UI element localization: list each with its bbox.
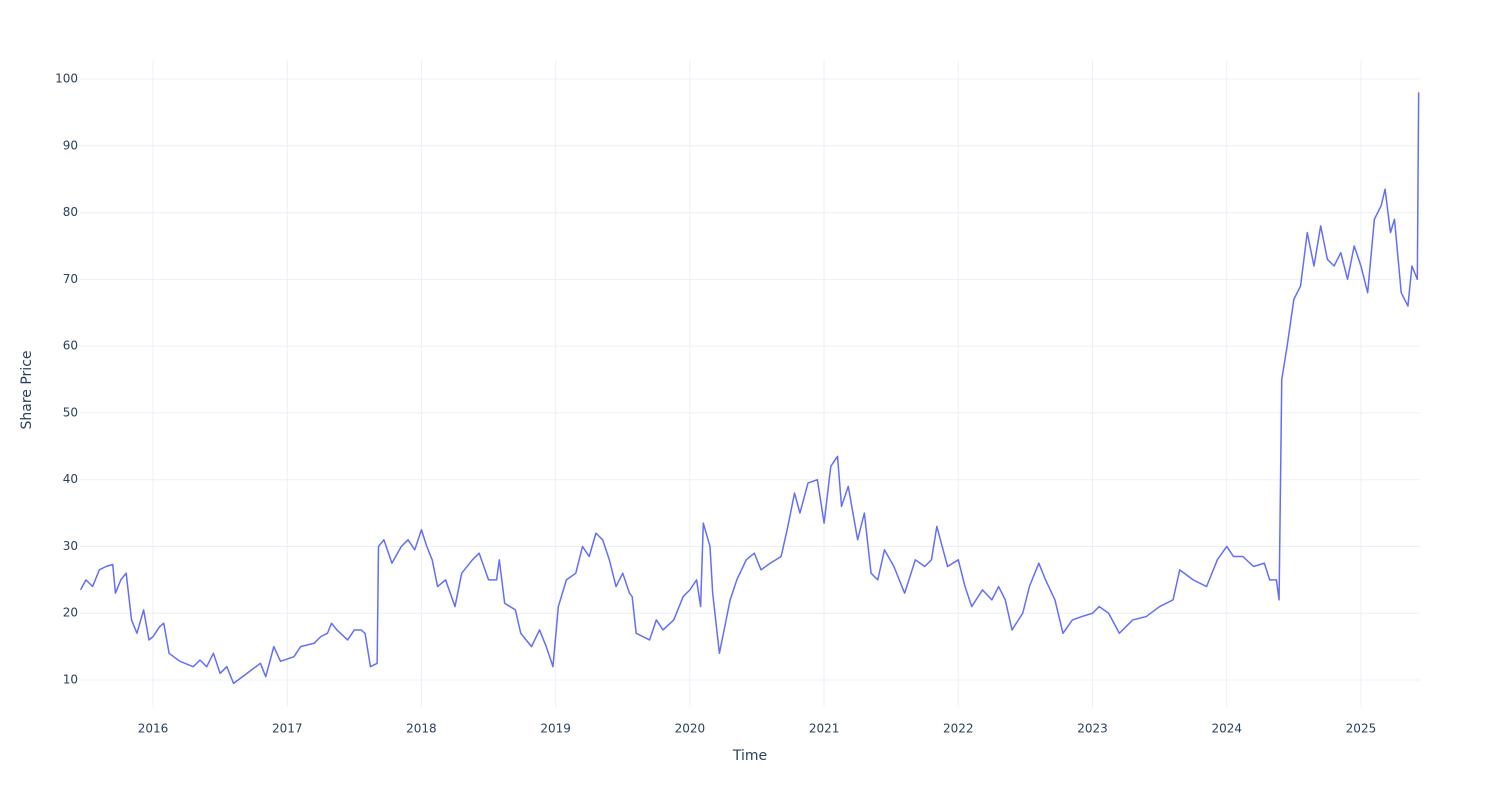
x-tick-label: 2020 bbox=[675, 722, 706, 736]
x-tick-label: 2023 bbox=[1077, 722, 1108, 736]
x-tick-label: 2017 bbox=[272, 722, 303, 736]
y-tick-label: 70 bbox=[63, 272, 78, 286]
y-tick-label: 60 bbox=[63, 339, 78, 353]
y-tick-label: 30 bbox=[63, 539, 78, 553]
x-tick-label: 2021 bbox=[809, 722, 840, 736]
y-tick-label: 50 bbox=[63, 405, 78, 419]
x-tick-label: 2016 bbox=[138, 722, 169, 736]
y-tick-label: 100 bbox=[55, 72, 78, 86]
x-tick-label: 2019 bbox=[540, 722, 571, 736]
y-axis-title: Share Price bbox=[19, 350, 35, 429]
price-line bbox=[79, 92, 1420, 685]
x-axis-title: Time bbox=[732, 748, 767, 764]
y-tick-label: 20 bbox=[63, 606, 78, 620]
grid bbox=[80, 60, 1420, 707]
y-tick-label: 90 bbox=[63, 138, 78, 152]
x-tick-label: 2025 bbox=[1346, 722, 1377, 736]
x-tick-label: 2022 bbox=[943, 722, 974, 736]
y-tick-label: 40 bbox=[63, 472, 78, 486]
x-tick-label: 2024 bbox=[1211, 722, 1242, 736]
x-tick-label: 2018 bbox=[406, 722, 437, 736]
y-tick-label: 80 bbox=[63, 205, 78, 219]
y-tick-label: 10 bbox=[63, 673, 78, 687]
